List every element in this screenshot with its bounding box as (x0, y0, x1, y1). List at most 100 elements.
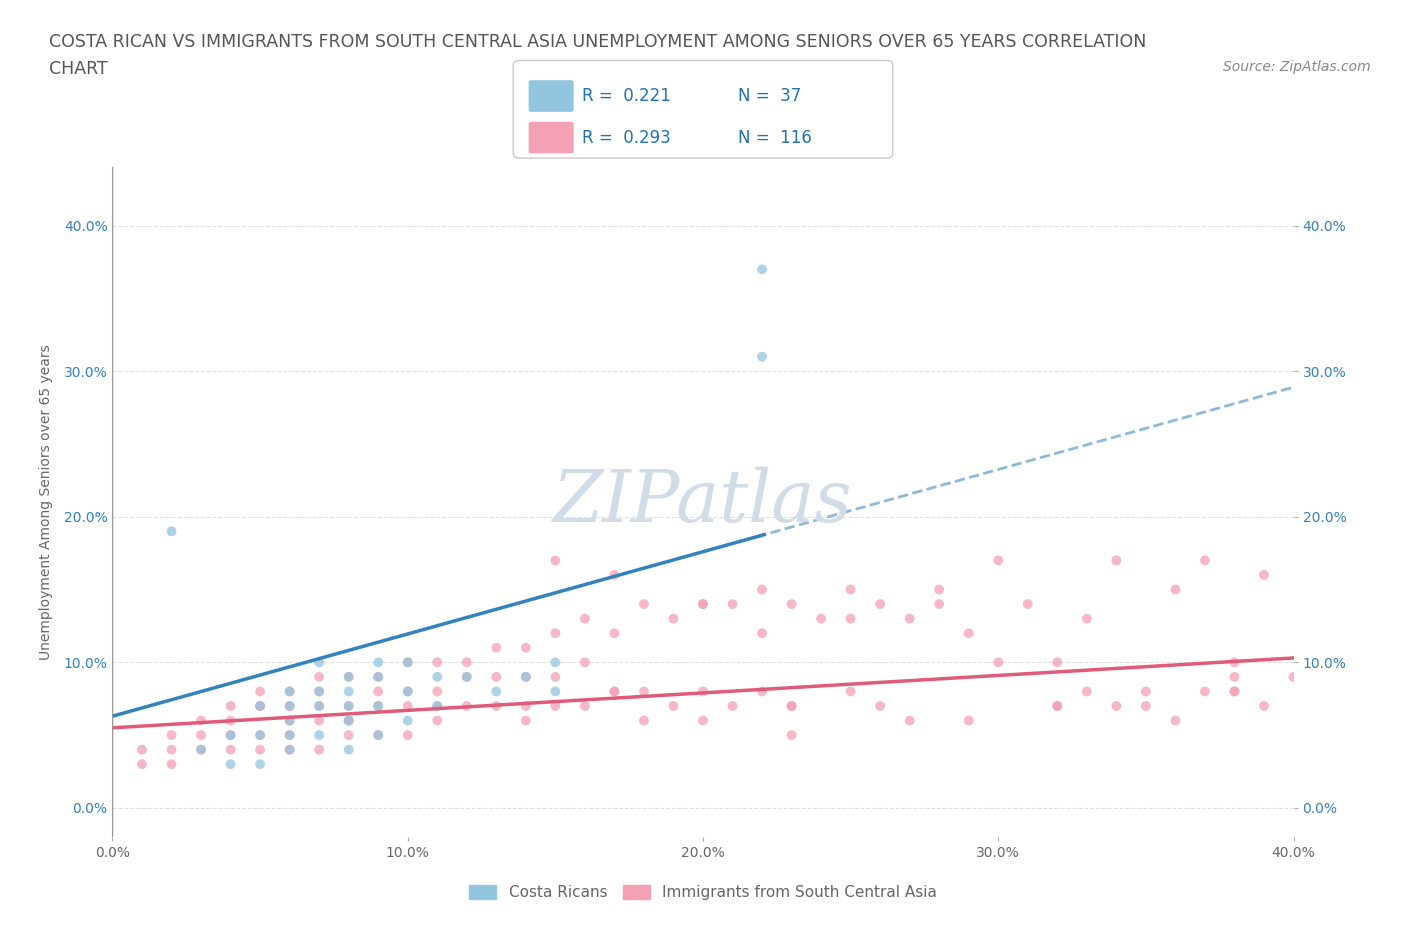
Point (131, 742, 153, 757)
Point (190, 713, 212, 728)
Point (1105, 553, 1128, 568)
Point (839, 582, 862, 597)
Point (839, 611, 862, 626)
Point (278, 742, 301, 757)
Point (337, 670, 360, 684)
Point (278, 727, 301, 742)
Point (544, 626, 567, 641)
Point (780, 698, 803, 713)
Point (426, 698, 449, 713)
Point (515, 670, 537, 684)
Y-axis label: Unemployment Among Seniors over 65 years: Unemployment Among Seniors over 65 years (38, 344, 52, 660)
Point (396, 698, 419, 713)
Point (190, 742, 212, 757)
Text: COSTA RICAN VS IMMIGRANTS FROM SOUTH CENTRAL ASIA UNEMPLOYMENT AMONG SENIORS OVE: COSTA RICAN VS IMMIGRANTS FROM SOUTH CEN… (49, 33, 1146, 50)
Point (515, 713, 537, 728)
Point (1223, 655, 1246, 670)
Point (367, 727, 389, 742)
Point (308, 670, 330, 684)
Point (367, 684, 389, 698)
Point (898, 611, 921, 626)
Point (308, 684, 330, 698)
Point (603, 567, 626, 582)
Point (219, 727, 242, 742)
Point (1076, 611, 1098, 626)
Point (219, 713, 242, 728)
Point (160, 757, 183, 772)
Point (219, 742, 242, 757)
Point (1194, 684, 1216, 698)
Point (456, 698, 478, 713)
Point (485, 641, 508, 656)
Point (1164, 713, 1187, 728)
Point (987, 655, 1010, 670)
Point (662, 698, 685, 713)
Point (278, 698, 301, 713)
Point (337, 713, 360, 728)
Point (603, 626, 626, 641)
Point (337, 670, 360, 684)
Point (692, 597, 714, 612)
Point (751, 626, 773, 641)
Point (633, 713, 655, 728)
Point (928, 582, 950, 597)
Point (544, 553, 567, 568)
Point (515, 698, 537, 713)
Text: R =  0.293: R = 0.293 (582, 128, 671, 147)
Text: CHART: CHART (49, 60, 108, 78)
Point (337, 727, 360, 742)
Point (190, 742, 212, 757)
Point (869, 597, 891, 612)
Point (367, 670, 389, 684)
Point (1076, 684, 1098, 698)
Text: N =  116: N = 116 (738, 128, 813, 147)
Point (396, 684, 419, 698)
Point (367, 698, 389, 713)
Point (633, 597, 655, 612)
Point (219, 757, 242, 772)
Point (1017, 597, 1039, 612)
Point (367, 698, 389, 713)
Point (544, 670, 567, 684)
Point (751, 262, 773, 277)
Point (131, 757, 153, 772)
Point (662, 611, 685, 626)
Point (1253, 567, 1275, 582)
Point (1223, 684, 1246, 698)
Point (574, 611, 596, 626)
Point (780, 597, 803, 612)
Point (278, 684, 301, 698)
Point (574, 655, 596, 670)
Point (1135, 698, 1157, 713)
Point (396, 727, 419, 742)
Point (485, 670, 508, 684)
Point (1135, 684, 1157, 698)
Point (367, 727, 389, 742)
Text: N =  37: N = 37 (738, 87, 801, 105)
Point (957, 626, 980, 641)
Point (721, 698, 744, 713)
Point (426, 684, 449, 698)
Point (396, 655, 419, 670)
Point (1105, 698, 1128, 713)
Point (278, 742, 301, 757)
Point (515, 641, 537, 656)
Point (278, 727, 301, 742)
Point (869, 698, 891, 713)
Point (308, 698, 330, 713)
Point (574, 698, 596, 713)
Point (515, 670, 537, 684)
Point (249, 742, 271, 757)
Point (367, 655, 389, 670)
Point (1046, 698, 1069, 713)
Point (544, 655, 567, 670)
Point (1282, 670, 1305, 684)
Point (1223, 670, 1246, 684)
Point (633, 684, 655, 698)
Point (810, 611, 832, 626)
Point (1223, 684, 1246, 698)
Point (249, 684, 271, 698)
Point (426, 670, 449, 684)
Point (249, 698, 271, 713)
Point (190, 727, 212, 742)
